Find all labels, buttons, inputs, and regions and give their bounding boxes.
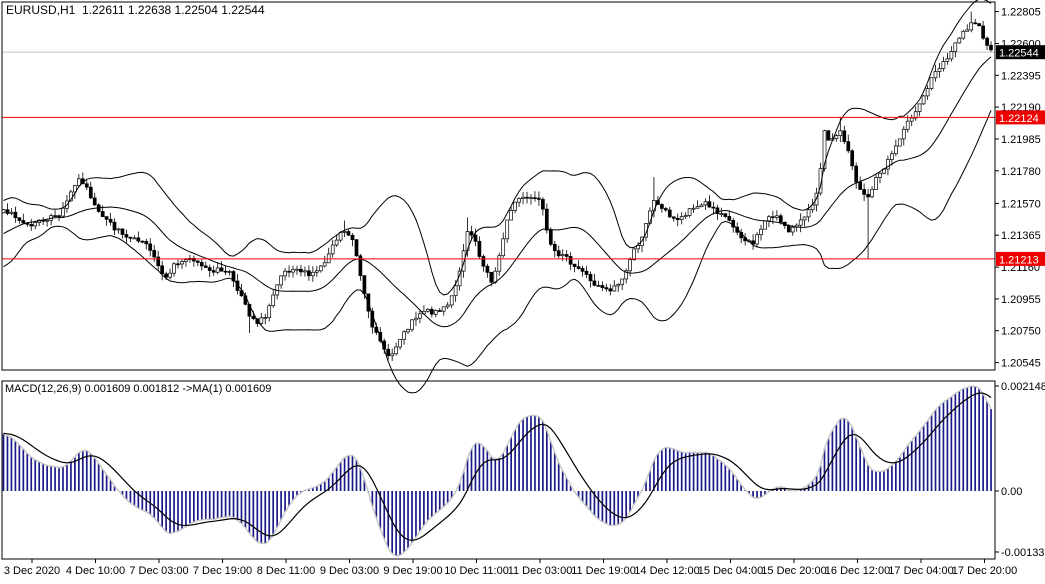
price-tick-label: 1.21985 — [1001, 134, 1041, 146]
time-tick-label: 11 Dec 19:00 — [571, 565, 636, 577]
price-tick-label: 1.21780 — [1001, 166, 1041, 178]
time-tick-label: 9 Dec 19:00 — [383, 565, 442, 577]
time-tick-label: 14 Dec 12:00 — [634, 565, 699, 577]
bollinger-middle-band — [3, 56, 992, 328]
time-tick-label: 15 Dec 20:00 — [761, 565, 826, 577]
price-tick-label: 1.20750 — [1001, 326, 1041, 338]
time-tick-label: 15 Dec 04:00 — [698, 565, 763, 577]
chart-title-ohlc: 1.22611 1.22638 1.22504 1.22544 — [82, 3, 265, 17]
price-badge-label: 1.21213 — [999, 254, 1039, 266]
time-axis[interactable]: 3 Dec 2020 4 Dec 10:00 7 Dec 03:00 7 Dec 19… — [4, 559, 1017, 577]
time-tick-label: 7 Dec 03:00 — [129, 565, 188, 577]
time-tick-label: 3 Dec 2020 — [4, 565, 60, 577]
candlestick-series — [1, 11, 993, 361]
price-tick-label: 1.22805 — [1001, 7, 1041, 19]
macd-signal-line — [3, 392, 992, 541]
time-tick-label: 17 Dec 04:00 — [888, 565, 953, 577]
price-axis[interactable]: 1.228051.226001.223951.221901.219851.217… — [995, 7, 1045, 559]
panel-borders — [1, 1, 996, 560]
macd-indicator-label: MACD(12,26,9) 0.001609 0.001812 ->MA(1) … — [5, 383, 271, 395]
price-badge — [996, 45, 1045, 60]
time-tick-label: 16 Dec 12:00 — [825, 565, 890, 577]
bollinger-upper-band — [3, 0, 992, 296]
chart-title-symbol: EURUSD,H1 — [6, 3, 76, 17]
time-tick-label: 17 Dec 20:00 — [952, 565, 1017, 577]
time-tick-label: 9 Dec 03:00 — [320, 565, 379, 577]
horizontal-level-lines[interactable] — [2, 116, 995, 260]
price-tick-label: 1.20545 — [1001, 358, 1041, 370]
time-tick-label: 7 Dec 19:00 — [193, 565, 252, 577]
bollinger-lower-band — [3, 110, 992, 394]
time-tick-label: 10 Dec 11:00 — [444, 565, 509, 577]
price-badge — [996, 251, 1045, 266]
bollinger-bands — [3, 0, 992, 394]
price-axis-badges: 1.22124 1.21213 1.22544 — [996, 45, 1045, 266]
price-badge-label: 1.22124 — [999, 113, 1039, 125]
macd-line — [3, 385, 992, 557]
price-tick-label: 1.22395 — [1001, 70, 1041, 82]
price-tick-label: 1.21365 — [1001, 230, 1041, 242]
price-tick-label: 1.20955 — [1001, 294, 1041, 306]
price-badge-label: 1.22544 — [999, 48, 1039, 60]
macd-tick-label: 0.002148 — [1001, 381, 1045, 393]
time-tick-label: 4 Dec 10:00 — [66, 565, 125, 577]
time-tick-label: 8 Dec 11:00 — [257, 565, 316, 577]
time-tick-label: 11 Dec 03:00 — [508, 565, 573, 577]
price-tick-label: 1.21570 — [1001, 198, 1041, 210]
macd-indicator-panel — [2, 385, 992, 557]
price-badge — [996, 110, 1045, 125]
macd-tick-label: -0.001331 — [1001, 547, 1045, 559]
macd-tick-label: 0.00 — [1001, 486, 1022, 498]
